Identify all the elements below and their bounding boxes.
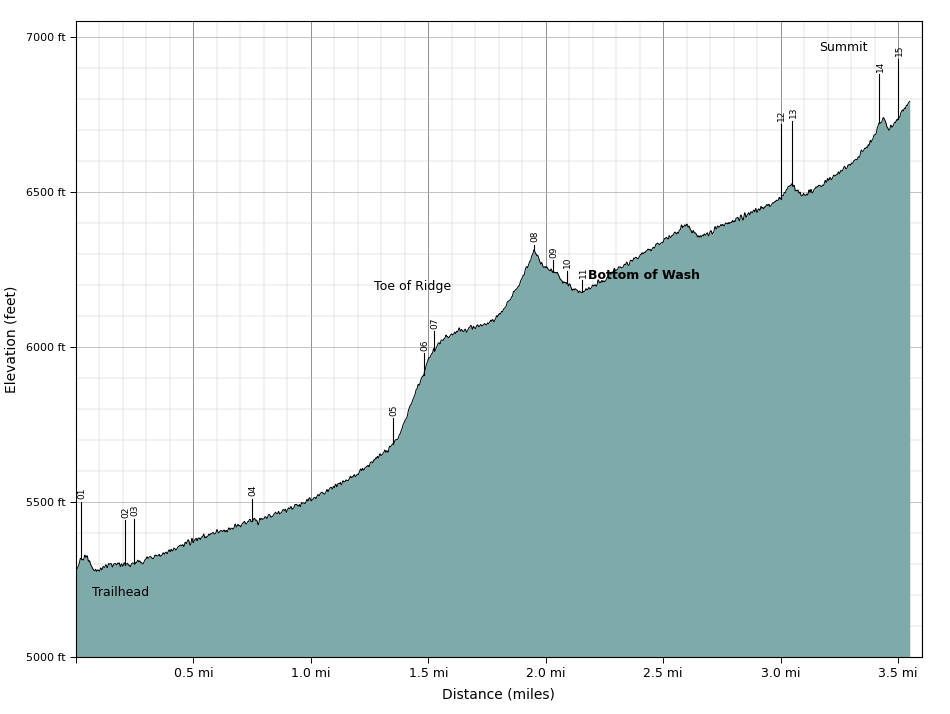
Text: 03: 03 [130,505,139,516]
Text: 07: 07 [430,318,440,329]
Text: 12: 12 [777,110,786,121]
Text: 06: 06 [420,339,429,351]
Text: 10: 10 [563,257,572,268]
Text: 09: 09 [549,246,559,258]
Text: 11: 11 [579,266,587,278]
Text: 02: 02 [122,507,131,518]
Text: Summit: Summit [819,41,867,54]
Text: 15: 15 [895,45,903,56]
Text: Bottom of Wash: Bottom of Wash [588,268,700,282]
Text: 08: 08 [530,231,540,242]
Text: 13: 13 [788,106,798,118]
Y-axis label: Elevation (feet): Elevation (feet) [5,286,19,393]
Text: Toe of Ridge: Toe of Ridge [374,280,451,293]
Text: 01: 01 [77,488,86,499]
X-axis label: Distance (miles): Distance (miles) [443,688,555,701]
Text: 05: 05 [390,404,398,416]
Text: 14: 14 [876,60,884,71]
Text: Trailhead: Trailhead [92,585,149,598]
Text: 04: 04 [249,485,257,496]
